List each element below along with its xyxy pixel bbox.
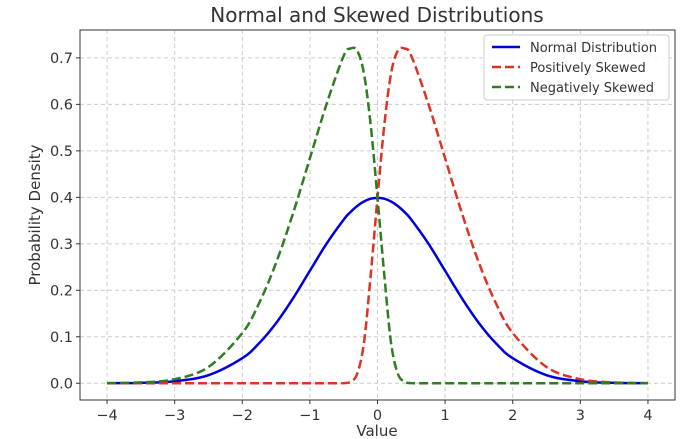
legend-frame <box>483 34 670 101</box>
legend-label-negatively-skewed: Negatively Skewed <box>530 81 654 96</box>
chart-title: Normal and Skewed Distributions <box>210 3 543 27</box>
x-tick-label: 4 <box>643 408 652 424</box>
y-tick-label: 0.1 <box>50 330 73 346</box>
y-tick-label: 0.5 <box>50 144 73 160</box>
x-tick-label: −1 <box>299 408 320 424</box>
legend-label-normal-distribution: Normal Distribution <box>530 41 657 56</box>
y-tick-label: 0.0 <box>50 376 73 392</box>
y-axis: 0.0 0.1 0.2 0.3 0.4 0.5 0.6 0.7 <box>50 51 80 392</box>
y-axis-label: Probability Density <box>26 144 44 285</box>
y-tick-label: 0.4 <box>50 190 73 206</box>
x-tick-label: 0 <box>373 408 382 424</box>
y-tick-label: 0.3 <box>50 237 73 253</box>
x-tick-label: 2 <box>508 408 517 424</box>
y-tick-label: 0.6 <box>50 97 73 113</box>
x-axis: −4 −3 −2 −1 0 1 2 3 4 <box>96 400 653 424</box>
x-tick-label: −2 <box>232 408 253 424</box>
x-tick-label: 3 <box>576 408 585 424</box>
legend: Normal Distribution Positively Skewed Nega… <box>483 34 670 101</box>
legend-label-positively-skewed: Positively Skewed <box>530 61 646 76</box>
y-tick-label: 0.2 <box>50 283 73 299</box>
x-tick-label: −3 <box>164 408 185 424</box>
x-tick-label: 1 <box>440 408 449 424</box>
x-axis-label: Value <box>356 422 397 439</box>
x-tick-label: −4 <box>96 408 117 424</box>
plot-lines <box>107 46 648 385</box>
y-tick-label: 0.7 <box>50 51 73 67</box>
series-line-negatively-skewed <box>107 46 648 385</box>
